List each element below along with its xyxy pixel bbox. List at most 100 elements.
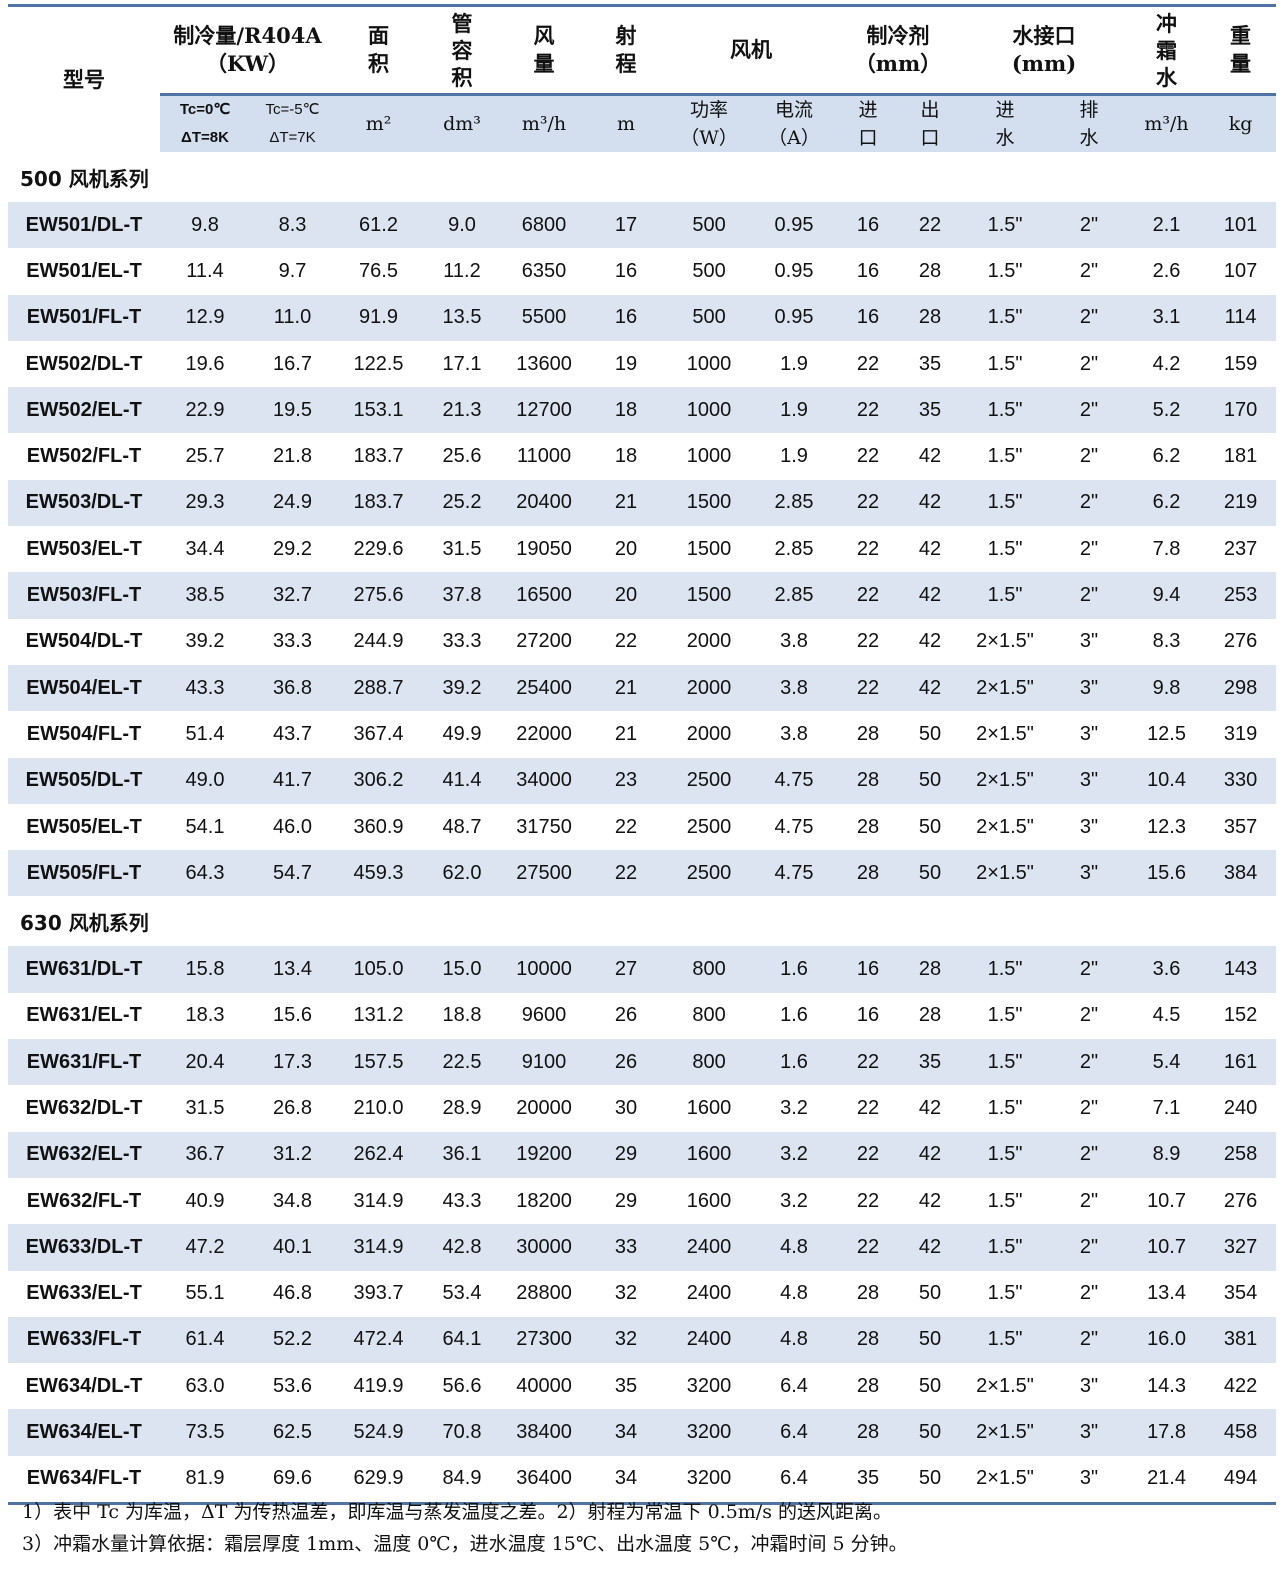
table-cell: 50 [918, 815, 942, 838]
table-cell: 3" [1079, 630, 1099, 653]
table-cell: 3" [1079, 722, 1099, 745]
table-cell: 6.4 [780, 1374, 808, 1397]
table-cell: 31.2 [250, 1131, 336, 1178]
table-cell: 319 [1223, 722, 1258, 745]
table-cell: 2500 [686, 815, 732, 838]
table-cell: 28 [856, 815, 880, 838]
table-cell: 10.7 [1147, 1189, 1186, 1212]
table-cell: 494 [1223, 1467, 1258, 1490]
table-cell: 11.2 [443, 259, 481, 282]
table-cell: 35 [918, 352, 942, 375]
table-cell: 1.9 [780, 352, 808, 375]
table-cell: 40.9 [185, 1189, 225, 1212]
table-cell: 5500 [502, 294, 587, 341]
table-cell: 21.8 [273, 445, 312, 468]
table-cell: 32.7 [250, 572, 336, 619]
table-cell: 4.75 [774, 815, 814, 838]
table-cell: 50 [918, 1282, 942, 1305]
table-cell: 41.7 [250, 757, 336, 804]
table-cell: 49.0 [160, 757, 250, 804]
table-cell: 31750 [516, 815, 572, 838]
table-cell: 107 [1223, 259, 1258, 282]
table-cell: 31.5 [442, 537, 482, 560]
table-row: EW632/FL-T 40.9 34.8 314.9 43.3 18200 29 1600 3.… [8, 1178, 1276, 1224]
table-cell: 43.3 [442, 1189, 482, 1212]
table-cell: 27 [586, 946, 667, 993]
table-cell: 3" [1050, 757, 1129, 804]
table-cell: 3200 [666, 1409, 753, 1456]
table-cell: 6.4 [752, 1409, 837, 1456]
table-cell: 36400 [516, 1467, 572, 1490]
table-cell: 381 [1205, 1316, 1277, 1364]
table-cell: 170 [1205, 387, 1277, 434]
table-cell: 800 [666, 1039, 753, 1086]
table-cell: 1.5" [987, 445, 1023, 468]
table-cell: 3" [1050, 850, 1129, 897]
table-cell: 161 [1205, 1039, 1277, 1086]
table-cell: 3.2 [780, 1189, 808, 1212]
table-cell: 28 [836, 850, 901, 897]
table-cell: 28.9 [442, 1096, 482, 1119]
table-cell: 22 [856, 537, 880, 560]
table-cell: 9.8 [160, 202, 250, 249]
table-cell: 1.5" [960, 294, 1051, 341]
table-cell: 19050 [516, 537, 572, 560]
model-cell: EW501/EL-T [26, 259, 142, 282]
table-cell: 42 [900, 479, 961, 527]
table-cell: 22 [836, 479, 901, 527]
table-cell: 393.7 [353, 1282, 404, 1305]
table-row: EW503/FL-T 38.5 32.7 275.6 37.8 16500 20 1500 2.… [8, 572, 1277, 619]
table-cell: 288.7 [335, 664, 423, 712]
table-cell: 2" [1079, 1004, 1099, 1027]
table-cell: 38.5 [160, 572, 250, 619]
table-cell: 5.4 [1128, 1039, 1206, 1086]
table-cell: 16.0 [1128, 1316, 1206, 1364]
sub-power: 功率 （W） [666, 93, 753, 152]
series-label: 630 风机系列 [20, 910, 149, 935]
table-cell: 43.7 [273, 722, 312, 745]
table-row: EW631/DL-T 15.8 13.4 105.0 15.0 10000 27 800 1.6… [8, 946, 1277, 993]
header-throw: 射 程 [586, 4, 667, 95]
table-cell: 800 [692, 1004, 726, 1027]
table-cell: 28 [900, 294, 961, 341]
table-cell: 3.6 [1128, 946, 1206, 993]
table-cell: 30000 [502, 1224, 587, 1271]
model-cell: EW502/FL-T [26, 445, 142, 468]
header-area: 面 积 [335, 4, 423, 95]
table-cell: 15.0 [422, 946, 503, 993]
table-cell: 42 [918, 537, 942, 560]
table-cell: 327 [1205, 1224, 1277, 1271]
table-cell: 42 [900, 572, 961, 619]
table-cell: 3.1 [1128, 294, 1206, 341]
table-cell: 15.6 [1128, 850, 1206, 897]
sub-area-unit: m² [335, 93, 423, 152]
table-cell: 54.1 [185, 815, 225, 838]
table-cell: 28 [836, 757, 901, 804]
table-cell: 1000 [666, 387, 753, 434]
table-cell: 1.6 [752, 946, 837, 993]
table-cell: 2.85 [752, 572, 837, 619]
table-cell: 81.9 [185, 1467, 225, 1490]
table-cell: 357 [1223, 815, 1258, 838]
table-cell: 7.1 [1152, 1096, 1181, 1119]
table-cell: 36.8 [250, 664, 336, 712]
table-cell: 54.7 [250, 850, 336, 897]
table-cell: 28 [856, 722, 880, 745]
table-cell: 27500 [502, 850, 587, 897]
table-cell: 2" [1050, 572, 1129, 619]
table-cell: 21.4 [1147, 1467, 1186, 1490]
table-row: EW632/EL-T 36.7 31.2 262.4 36.1 19200 29 1600 3.… [8, 1131, 1277, 1178]
table-cell: 48.7 [442, 815, 482, 838]
footnote-1: 1）表中 Tc 为库温，ΔT 为传热温差，即库温与蒸发温度之差。2）射程为常温下… [22, 1501, 892, 1523]
table-row: EW502/DL-T 19.6 16.7 122.5 17.1 13600 19 1000 1.… [8, 341, 1276, 387]
table-cell: 1500 [666, 479, 753, 527]
series-label: 500 风机系列 [20, 166, 149, 191]
table-cell: 73.5 [160, 1409, 250, 1456]
header-refrigerant: 制冷剂 （mm） [836, 4, 961, 95]
model-cell: EW504/DL-T [25, 630, 143, 653]
table-cell: 11000 [516, 445, 572, 468]
table-cell: 1600 [666, 1131, 753, 1178]
table-cell: 61.2 [335, 202, 423, 249]
table-cell: 35 [900, 1039, 961, 1086]
table-cell: 50 [918, 722, 942, 745]
